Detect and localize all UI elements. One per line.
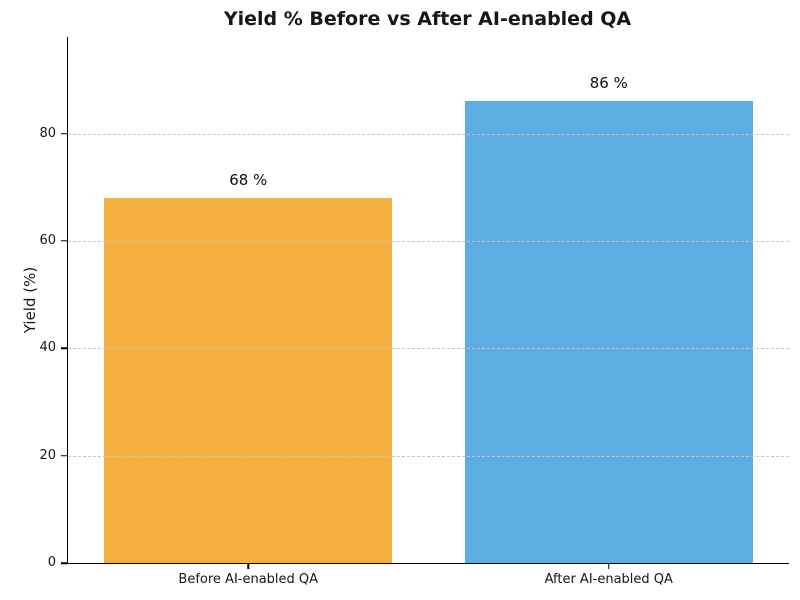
y-tick-label: 60: [39, 232, 56, 248]
y-tick-mark: [61, 454, 67, 457]
plot-area: 68 % Before AI-enabled QA 86 % After AI-ena…: [39, 37, 789, 587]
x-tick-mark: [247, 563, 249, 569]
y-tick-mark: [61, 562, 67, 564]
x-tick-label: After AI-enabled QA: [544, 572, 673, 587]
gridline: [68, 240, 789, 242]
y-tick-label: 80: [39, 125, 56, 141]
y-axis-label: Yield (%): [21, 266, 39, 334]
chart-title: Yield % Before vs After AI-enabled QA: [223, 8, 632, 30]
x-tick-mark: [608, 563, 610, 569]
y-tick-label: 40: [39, 340, 56, 356]
gridline: [68, 133, 789, 135]
y-tick-label: 0: [47, 555, 56, 570]
y-tick-mark: [61, 132, 67, 135]
gridline: [68, 455, 789, 457]
bar: [464, 101, 753, 563]
x-tick-label: Before AI-enabled QA: [178, 572, 319, 587]
gridline: [68, 348, 789, 350]
y-tick-mark: [61, 347, 67, 350]
y-tick-mark: [61, 240, 67, 242]
bar-value-label: 68 %: [229, 171, 268, 190]
bar-value-label: 86 %: [589, 74, 628, 93]
y-tick-label: 20: [39, 447, 56, 463]
bar: [104, 198, 393, 563]
